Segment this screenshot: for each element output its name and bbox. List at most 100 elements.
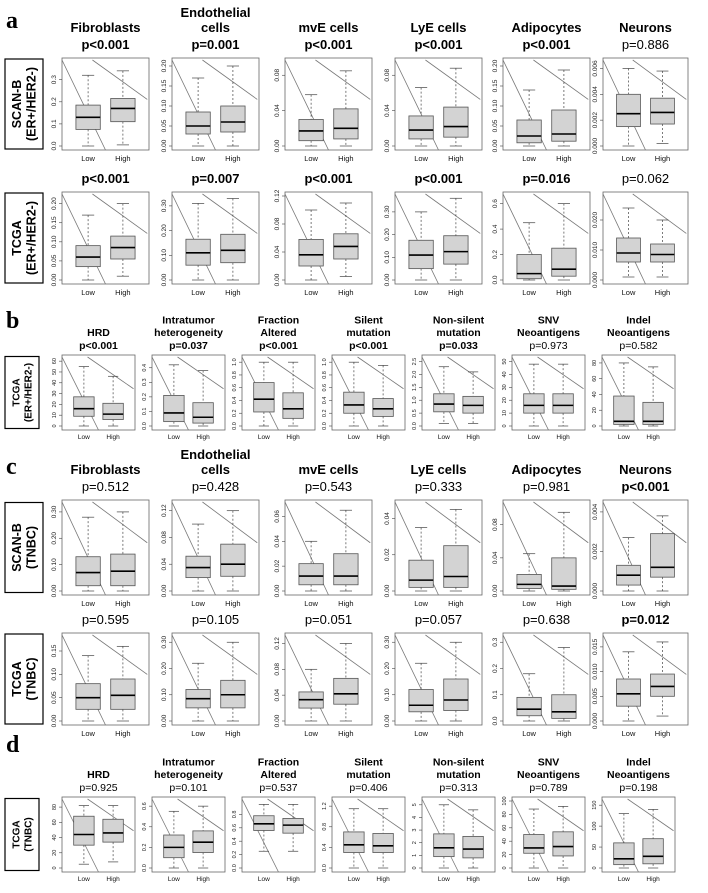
boxplot-c1-6: Neurons p<0.001 0.000 0.002 0.004 Low High <box>592 462 689 608</box>
y-tick-label: 60 <box>592 376 598 382</box>
panel-c-row-2: TCGA (TNBC) p=0.595 0.00 0.05 0.10 0.15 Low High… <box>4 612 689 738</box>
x-label-high: High <box>225 154 240 163</box>
diagonal-line <box>171 59 216 151</box>
y-tick-label: 0.3 <box>142 378 148 386</box>
boxplot-c2-3: p=0.051 0.00 0.04 0.08 0.12 Low High <box>274 612 373 738</box>
x-label-high: High <box>338 729 353 738</box>
box-low: Low <box>408 87 434 163</box>
y-tick-label: 0.1 <box>51 119 58 128</box>
diagonal-line <box>267 356 314 390</box>
y-tick-label: 0.00 <box>51 714 58 727</box>
y-tick-label: 0.6 <box>232 384 238 392</box>
row-label-line: TCGA <box>12 378 23 406</box>
diagonal-line <box>632 59 687 100</box>
p-value: p=0.886 <box>622 37 669 52</box>
box-iqr <box>298 238 324 267</box>
x-label-low: Low <box>528 434 540 441</box>
y-tick-label: 0.2 <box>322 409 328 417</box>
x-label-low: Low <box>522 154 536 163</box>
y-tick-label: 100 <box>502 796 508 805</box>
box-iqr <box>552 393 574 414</box>
x-label-high: High <box>196 876 210 883</box>
x-label-low: Low <box>522 288 536 297</box>
y-tick-label: 0.2 <box>232 409 238 417</box>
p-value: p=0.333 <box>415 479 462 494</box>
box-iqr <box>333 108 359 140</box>
y-tick-label: 5 <box>412 803 418 806</box>
box-iqr <box>408 559 434 588</box>
p-value: p<0.001 <box>79 340 118 352</box>
x-label-low: Low <box>168 876 180 883</box>
box-iqr <box>75 683 101 710</box>
y-tick-label: 0.20 <box>51 197 58 210</box>
y-tick-label: 20 <box>52 401 58 407</box>
y-tick-label: 0.4 <box>142 823 148 831</box>
box-iqr <box>616 93 641 128</box>
y-tick-label: 1.0 <box>322 358 328 366</box>
y-tick-label: 0.00 <box>384 584 391 597</box>
y-tick-label: 0.05 <box>492 119 499 132</box>
plot-title: Adipocytes <box>511 20 581 35</box>
y-tick-label: 0.30 <box>161 636 168 649</box>
box-iqr <box>650 243 675 263</box>
y-tick-label: 0.05 <box>161 119 168 132</box>
boxplot-a2-3: p<0.001 0.00 0.04 0.08 0.12 Low High <box>274 171 373 297</box>
y-tick-label: 40 <box>52 380 58 386</box>
plot-frame <box>601 796 676 873</box>
diagonal-line <box>447 356 494 390</box>
y-tick-label: 0.00 <box>274 273 281 286</box>
p-value: p=0.537 <box>259 782 297 794</box>
box-low: Low <box>298 94 324 163</box>
y-tick-label: 0.00 <box>384 139 391 152</box>
y-tick-label: 0.30 <box>161 199 168 212</box>
row-label: TCGA (TNBC) <box>10 657 39 700</box>
plot-title: Neurons <box>619 20 672 35</box>
p-value: p=0.001 <box>191 37 239 52</box>
y-tick-label: 0.00 <box>161 139 168 152</box>
y-tick-label: 0.2 <box>142 844 148 852</box>
x-label-low: Low <box>522 729 536 738</box>
diagonal-line <box>61 193 106 285</box>
y-tick-label: 0.15 <box>51 216 58 229</box>
y-tick-label: 0.30 <box>384 205 391 218</box>
plot-title: mutation <box>346 769 390 781</box>
p-value: p<0.001 <box>621 479 669 494</box>
diagonal-line <box>241 798 279 873</box>
y-tick-label: 0.10 <box>161 99 168 112</box>
plot-frame <box>601 354 676 431</box>
box-iqr <box>220 233 246 264</box>
box-iqr <box>372 398 394 417</box>
box-low: Low <box>616 68 641 163</box>
box-high: High <box>650 515 675 608</box>
y-tick-label: 0.05 <box>51 691 58 704</box>
x-label-high: High <box>376 434 390 441</box>
box-iqr <box>185 111 211 135</box>
box-iqr <box>523 393 545 414</box>
plot-title: SNV <box>538 315 560 327</box>
box-high: High <box>282 803 304 883</box>
box-low: Low <box>408 527 434 608</box>
y-tick-label: 2.0 <box>412 371 418 379</box>
y-tick-label: 0 <box>592 424 598 427</box>
box-iqr <box>613 395 635 425</box>
box-iqr <box>516 574 542 589</box>
y-tick-label: 30 <box>502 384 508 390</box>
y-tick-label: 1 <box>412 854 418 857</box>
p-value: p=0.638 <box>523 612 570 627</box>
box-low: Low <box>75 655 101 738</box>
diagonal-line <box>61 356 99 431</box>
panel-a-row-1: SCAN-B (ER+/HER2-) Fibroblasts p<0.001 0.0 0.… <box>4 5 689 163</box>
plot-frame <box>331 354 406 431</box>
box-iqr <box>102 818 124 843</box>
plot-title: Endothelial <box>180 447 250 462</box>
plot-frame <box>502 57 591 151</box>
x-label-high: High <box>106 434 120 441</box>
box-high: High <box>220 65 246 163</box>
y-tick-label: 0.8 <box>232 371 238 379</box>
box-iqr <box>73 815 95 846</box>
row-label: TCGA (ER+/HER2-) <box>12 363 35 422</box>
box-iqr <box>443 235 469 265</box>
plot-title: Indel <box>626 315 651 327</box>
y-tick-label: 30 <box>52 391 58 397</box>
